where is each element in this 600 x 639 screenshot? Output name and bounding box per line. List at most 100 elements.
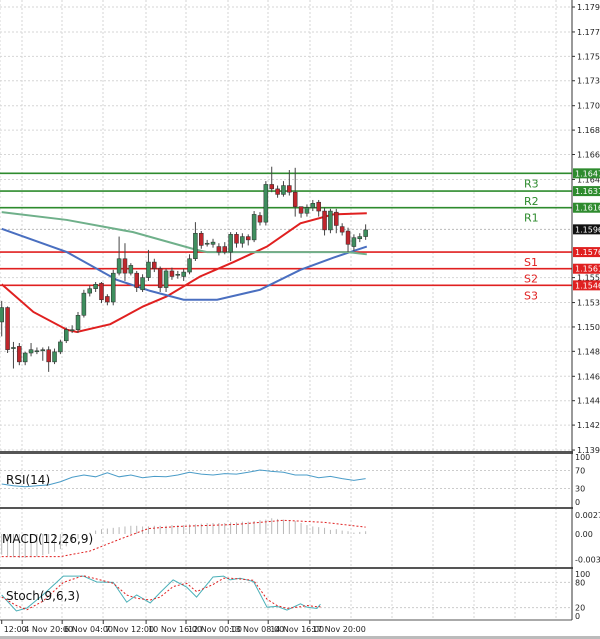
candle-up — [187, 258, 192, 273]
rsi-tick-label: 100 — [575, 453, 590, 462]
time-tick-label: 17 Nov 20:00 — [312, 625, 366, 634]
candle-up — [40, 349, 46, 352]
level-price-badge — [573, 202, 600, 213]
panel-separator — [0, 507, 573, 509]
candle-down — [17, 346, 22, 363]
time-tick-label: 14 Nov 16:00 — [270, 625, 324, 634]
price-tick-label: 1.15530 — [577, 274, 600, 283]
time-tick-label: 12:00 — [4, 625, 27, 634]
candle-up — [351, 237, 357, 247]
rsi-line — [1, 469, 366, 488]
level-price-label: 1.16470 — [575, 169, 600, 178]
candle-down — [216, 246, 222, 253]
candle-down — [298, 206, 304, 214]
candle-down — [269, 184, 274, 190]
candle-up — [281, 185, 286, 195]
price-tick-label: 1.17525 — [577, 52, 600, 61]
candle-down — [5, 307, 10, 350]
candle-up — [81, 292, 87, 316]
level-price-label: 1.16160 — [575, 204, 600, 213]
price-tick-label: 1.17745 — [577, 28, 600, 37]
candles — [0, 166, 368, 372]
candle-up — [163, 270, 169, 288]
candle-up — [210, 241, 216, 245]
candle-up — [93, 284, 98, 289]
candle-up — [87, 288, 92, 294]
candle-down — [275, 188, 280, 195]
level-name-s1: S1 — [524, 256, 538, 269]
price-tick-label: 1.17080 — [577, 102, 600, 111]
candle-up — [0, 307, 4, 323]
price-tick-label: 1.15305 — [577, 299, 600, 308]
level-name-s3: S3 — [524, 289, 538, 302]
stoch-signal-line — [1, 575, 321, 611]
candle-down — [287, 185, 292, 193]
time-tick-label: 12 Nov 00:00 — [188, 625, 242, 634]
candle-down — [234, 234, 239, 244]
level-price-label: 1.15460 — [575, 281, 600, 290]
candle-up — [116, 258, 122, 274]
candle-down — [134, 272, 139, 288]
price-tick-label: 1.17305 — [577, 77, 600, 86]
level-name-r3: R3 — [524, 177, 539, 190]
candle-up — [69, 329, 75, 331]
candle-up — [304, 207, 310, 214]
candle-down — [292, 191, 298, 207]
moving-average-line — [1, 211, 367, 256]
candle-up — [181, 271, 186, 277]
level-price-badge — [573, 186, 600, 197]
price-tick-label: 1.17970 — [577, 3, 600, 12]
candle-up — [140, 277, 145, 291]
candle-down — [105, 296, 110, 303]
candle-down — [345, 230, 351, 245]
candle-up — [22, 352, 28, 363]
panel-separator — [0, 567, 573, 569]
time-tick-label: 6 Nov 04:00 — [64, 625, 113, 634]
candle-down — [339, 226, 345, 233]
level-price-badge — [573, 263, 600, 274]
rsi-tick-label: 30 — [575, 485, 585, 494]
candle-down — [199, 232, 204, 246]
candle-up — [128, 265, 134, 274]
level-price-badge — [573, 247, 600, 258]
candle-up — [204, 242, 210, 245]
panel-separator — [0, 451, 573, 454]
candle-up — [11, 347, 16, 349]
time-tick-label: 7 Nov 12:00 — [105, 625, 154, 634]
stoch-tick-label: 80 — [575, 578, 585, 587]
candle-up — [310, 203, 316, 208]
candle-up — [110, 272, 116, 303]
stoch-tick-label: 100 — [575, 570, 590, 579]
level-name-r1: R1 — [524, 212, 539, 225]
rsi-tick-label: 0 — [575, 498, 580, 507]
candle-up — [263, 184, 269, 223]
candle-up — [363, 229, 368, 237]
time-tick-label: 10 Nov 16:00 — [148, 625, 202, 634]
candle-up — [251, 214, 257, 241]
price-tick-label: 1.14865 — [577, 347, 600, 356]
stoch-tick-label: 20 — [575, 604, 585, 613]
rsi-label: RSI(14) — [6, 473, 50, 487]
price-tick-label: 1.15085 — [577, 323, 600, 332]
candle-down — [46, 349, 51, 363]
candle-down — [245, 236, 251, 241]
candle-up — [357, 236, 363, 240]
candle-down — [334, 211, 339, 226]
candle-up — [64, 329, 69, 342]
price-tick-label: 1.16640 — [577, 150, 600, 159]
price-tick-label: 1.14200 — [577, 421, 600, 430]
price-tick-label: 1.13975 — [577, 446, 600, 455]
time-tick-label: 4 Nov 20:00 — [24, 625, 73, 634]
level-price-badge — [573, 168, 600, 179]
candle-down — [322, 210, 327, 231]
current-price-badge — [573, 224, 600, 235]
candle-down — [257, 215, 263, 223]
stoch-label: Stoch(9,6,3) — [6, 589, 80, 603]
level-price-label: 1.15610 — [575, 265, 600, 274]
grid — [0, 0, 572, 620]
candle-down — [316, 201, 321, 212]
level-price-label: 1.15760 — [575, 248, 600, 257]
macd-tick-label: 0.002773 — [575, 511, 600, 520]
candle-up — [146, 261, 151, 278]
candle-up — [28, 349, 34, 354]
